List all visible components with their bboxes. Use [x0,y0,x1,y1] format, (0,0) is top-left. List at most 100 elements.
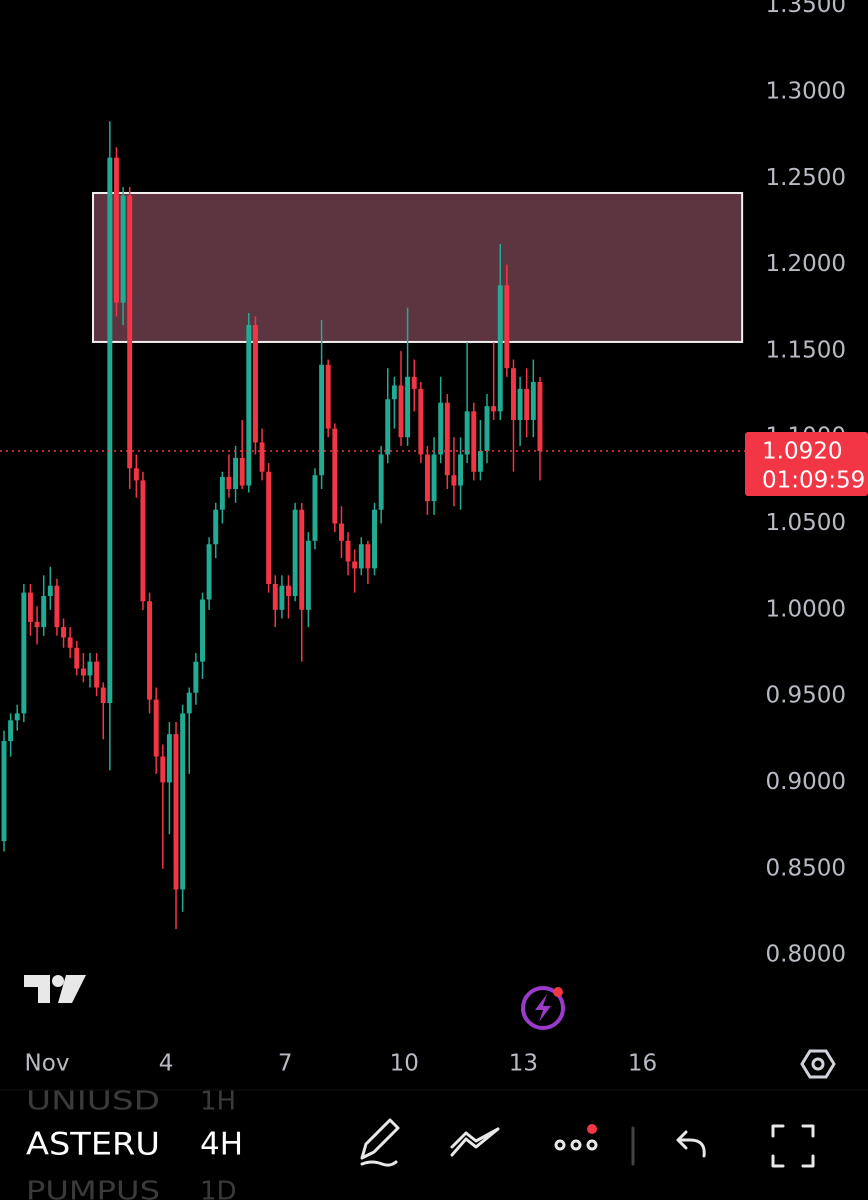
candle-body [206,544,212,600]
candle-body [100,687,106,704]
candle-body [67,637,73,648]
symbol-name[interactable]: PUMPUS [26,1177,160,1200]
symbol-picker[interactable]: UNIUSD 1H ASTERU 4H PUMPUS 1D [26,1087,243,1200]
x-tick-label: 4 [159,1051,174,1077]
symbol-interval[interactable]: 4H [200,1127,243,1163]
y-tick-label: 1.3000 [766,79,846,105]
candle-body [1,741,7,842]
candle-body [286,585,291,597]
symbol-interval[interactable]: 1H [200,1087,236,1117]
candle-body [259,442,265,472]
candle-body [332,428,338,524]
candle-body [312,475,318,541]
notification-dot [587,1124,597,1134]
candle-body [120,195,126,303]
y-tick-label: 1.0000 [766,596,846,622]
candle-body [444,402,450,476]
plot-area: 1.35001.30001.25001.20001.15001.10001.05… [0,0,868,1077]
candle-body [504,285,510,369]
candle-body [153,699,159,757]
candle-body [319,364,325,476]
indicators-icon[interactable] [450,1127,500,1157]
candle-body [325,364,331,429]
candle-body [246,325,252,486]
candle-body [74,647,80,669]
candle-body [517,388,523,420]
candle-body [61,627,67,638]
fullscreen-icon[interactable] [771,1124,815,1168]
candle-body [451,475,457,486]
candle-body [200,599,205,662]
settings-icon[interactable] [800,1049,836,1079]
candle-body [477,451,483,472]
candle-body [405,376,411,438]
y-tick-label: 1.2500 [766,165,846,191]
candle-body [305,540,311,610]
candle-body [458,454,464,486]
candle-body [398,385,404,438]
candle-body [464,411,470,455]
candle-body [226,476,232,490]
candle-body [497,285,503,412]
candle-body [140,480,146,602]
candle-body [80,668,86,676]
draw-icon[interactable] [360,1118,400,1167]
candle-body [160,756,166,783]
symbol-interval[interactable]: 1D [200,1177,237,1200]
candle-body [411,376,417,389]
y-tick-label: 1.0500 [766,510,846,536]
logo [24,975,86,1003]
candle-body [385,399,391,455]
more-icon[interactable] [554,1139,598,1151]
alerts-icon[interactable] [521,986,565,1030]
candle-body [438,402,444,455]
candle-body [34,621,40,628]
x-tick-label: 13 [509,1051,538,1077]
symbol-name[interactable]: ASTERU [26,1127,160,1163]
y-tick-label: 0.8500 [766,855,846,881]
candle-body [279,585,285,610]
candle-body [213,509,219,545]
candle-body [511,368,516,420]
candle-body [219,476,225,510]
candle-body [173,734,179,890]
candle-body [193,661,199,693]
candle-body [484,406,490,452]
candle-body [47,585,53,597]
candle-body [418,388,424,455]
candle-body [352,561,358,569]
x-tick-label: Nov [25,1051,70,1077]
y-tick-label: 0.8000 [766,942,846,968]
candle-body [252,325,258,443]
y-tick-label: 1.2000 [766,251,846,277]
candle-body [14,713,20,721]
candle-body [127,195,133,469]
candle-body [272,583,278,610]
last-price-tag [745,432,868,497]
zone-box [92,191,744,343]
candle-body [537,381,543,452]
candle-body [471,411,477,472]
candle-body [299,509,305,610]
candle-body [94,661,100,688]
candle-body [266,471,272,584]
candle-body [391,385,397,400]
candle-body [41,596,47,628]
x-tick-label: 10 [390,1051,419,1077]
candle-body [365,544,371,569]
candle-body [180,713,186,890]
candle-body [114,157,119,303]
candle-body [491,406,497,412]
y-tick-label: 0.9000 [766,769,846,795]
undo-icon[interactable] [676,1130,706,1158]
x-tick-label: 16 [628,1051,657,1077]
symbol-name[interactable]: UNIUSD [26,1087,160,1117]
candle-body [372,509,377,569]
candle-body [239,457,245,486]
y-tick-label: 0.9500 [766,683,846,709]
candle-body [87,661,93,676]
